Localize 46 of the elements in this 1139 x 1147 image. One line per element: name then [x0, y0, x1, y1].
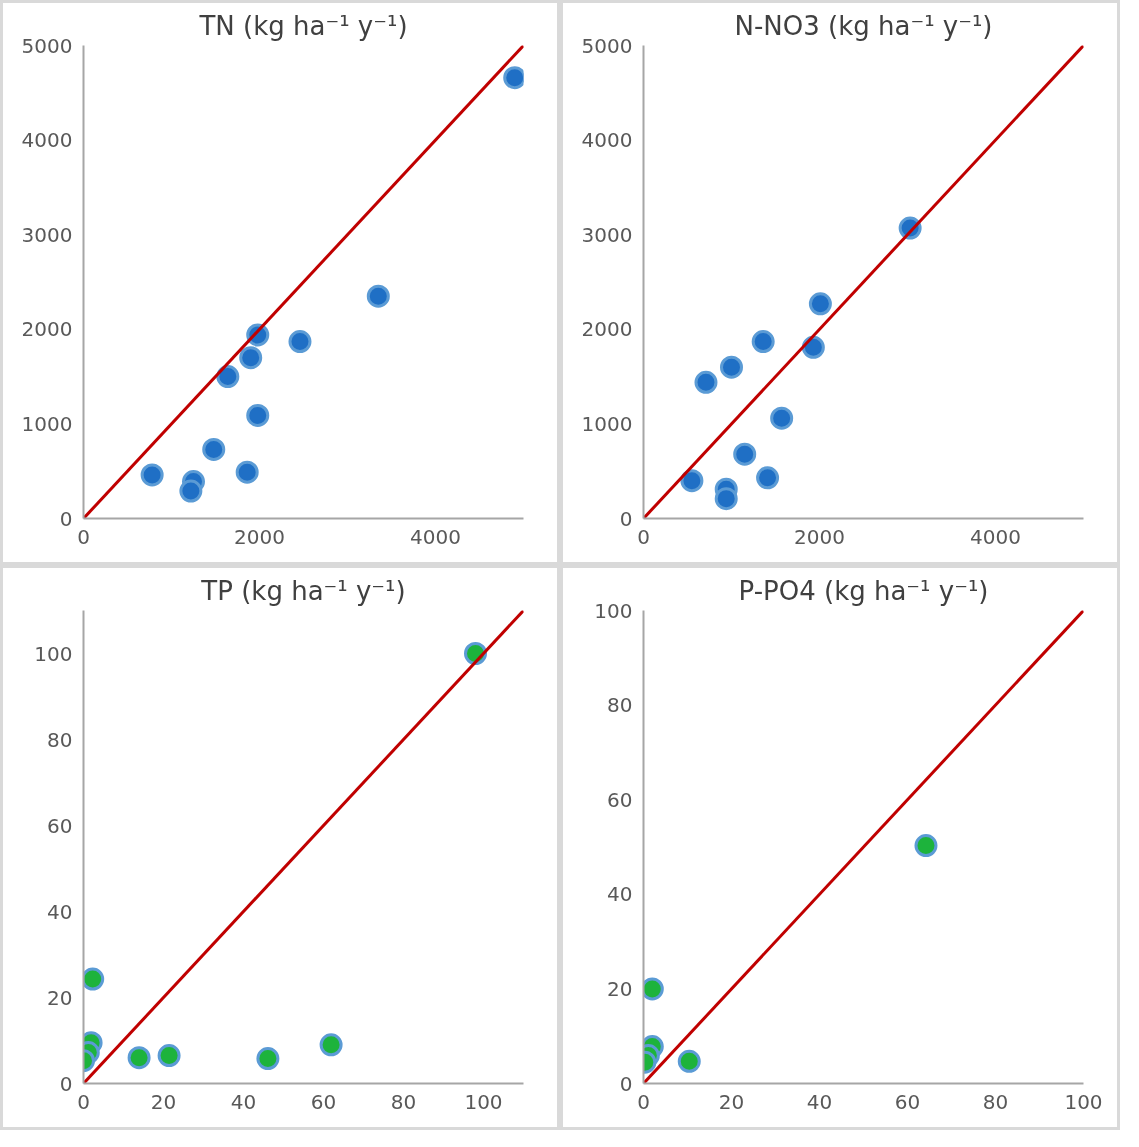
x-tick-label: 0 [637, 524, 650, 549]
x-tick-label: 20 [718, 1089, 745, 1114]
x-tick-label: 2000 [794, 524, 845, 549]
x-tick-label: 0 [77, 1089, 90, 1114]
y-tick-label: 5000 [581, 33, 633, 58]
y-tick-label: 4000 [21, 128, 73, 153]
x-tick-label: 40 [230, 1089, 257, 1114]
y-tick-label: 0 [619, 506, 633, 531]
y-tick-label: 60 [47, 813, 73, 838]
chart-title: P-PO4 (kg ha⁻¹ y⁻¹) [738, 575, 989, 606]
y-tick-label: 40 [47, 899, 73, 924]
chart-title: TN (kg ha⁻¹ y⁻¹) [198, 10, 408, 41]
y-tick-label: 80 [47, 727, 73, 752]
y-tick-label: 3000 [581, 222, 633, 247]
y-tick-label: 1000 [581, 411, 633, 436]
x-tick-label: 100 [464, 1089, 503, 1114]
y-tick-label: 3000 [21, 222, 73, 247]
x-tick-label: 0 [637, 1089, 650, 1114]
y-tick-label: 0 [59, 1071, 73, 1096]
x-tick-label: 80 [390, 1089, 417, 1114]
y-tick-label: 1000 [21, 411, 73, 436]
y-tick-label: 5000 [21, 33, 73, 58]
y-tick-label: 0 [619, 1071, 633, 1096]
x-tick-label: 2000 [234, 524, 285, 549]
x-tick-label: 40 [806, 1089, 833, 1114]
x-tick-label: 20 [150, 1089, 177, 1114]
y-tick-label: 20 [607, 976, 633, 1001]
y-tick-label: 4000 [581, 128, 633, 153]
y-tick-label: 60 [607, 787, 633, 812]
y-tick-label: 40 [607, 882, 633, 907]
chart-title: N-NO3 (kg ha⁻¹ y⁻¹) [734, 10, 993, 41]
x-tick-label: 4000 [970, 524, 1021, 549]
y-tick-label: 0 [59, 506, 73, 531]
x-tick-label: 100 [1064, 1089, 1103, 1114]
chart-title: TP (kg ha⁻¹ y⁻¹) [200, 575, 406, 606]
y-tick-label: 2000 [21, 317, 73, 342]
x-tick-label: 80 [982, 1089, 1009, 1114]
y-tick-label: 100 [594, 598, 633, 623]
x-tick-label: 60 [894, 1089, 921, 1114]
y-tick-label: 20 [47, 985, 73, 1010]
y-tick-label: 80 [607, 693, 633, 718]
y-tick-label: 2000 [581, 317, 633, 342]
x-tick-label: 60 [310, 1089, 337, 1114]
x-tick-label: 0 [77, 524, 90, 549]
x-tick-label: 4000 [410, 524, 461, 549]
y-tick-label: 100 [34, 641, 73, 666]
